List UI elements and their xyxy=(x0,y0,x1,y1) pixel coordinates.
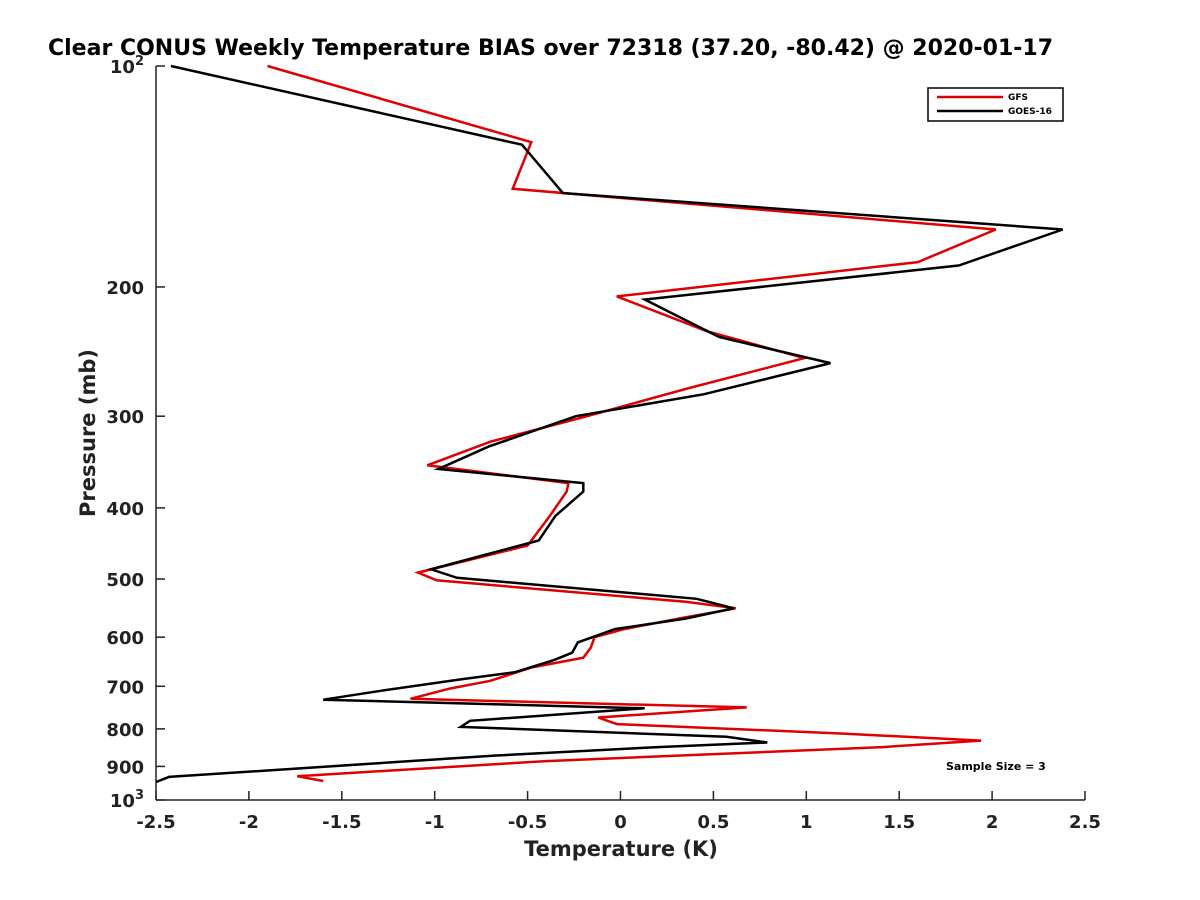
y-tick-label: 103 xyxy=(110,788,144,812)
legend-box xyxy=(927,87,1064,122)
legend: GFS GOES-16 xyxy=(927,87,1064,122)
x-tick-label: 1 xyxy=(800,812,813,833)
y-tick-label: 800 xyxy=(106,720,144,741)
x-tick-label: 2.5 xyxy=(1069,812,1101,833)
y-tick-label: 102 xyxy=(110,54,144,78)
tick-labels: -2.5 -2 -1.5 -1 -0.5 0 0.5 1 1.5 2 2.5 102 200 300 400… xyxy=(106,54,1101,833)
legend-label-goes16: GOES-16 xyxy=(1008,107,1052,117)
series-lines xyxy=(155,64,1064,784)
y-tick-label: 900 xyxy=(106,757,144,778)
y-axis-label: Pressure (mb) xyxy=(76,349,100,517)
x-tick-label: -2.5 xyxy=(136,812,175,833)
y-tick-label: 700 xyxy=(106,677,144,698)
legend-label-gfs: GFS xyxy=(1008,93,1028,103)
x-tick-label: -1.5 xyxy=(322,812,361,833)
x-tick-label: 2 xyxy=(986,812,999,833)
chart-title: Clear CONUS Weekly Temperature BIAS over… xyxy=(48,36,1053,61)
y-tick-label: 300 xyxy=(106,407,144,428)
y-tick-label: 500 xyxy=(106,570,144,591)
x-axis-label: Temperature (K) xyxy=(524,837,718,861)
x-tick-label: -1 xyxy=(425,812,445,833)
series-line-goes-16 xyxy=(155,64,1064,784)
x-tick-label: 1.5 xyxy=(883,812,915,833)
x-tick-label: 0.5 xyxy=(697,812,729,833)
y-tick-label: 400 xyxy=(106,499,144,520)
x-tick-label: 0 xyxy=(614,812,627,833)
y-tick-label: 200 xyxy=(106,278,144,299)
x-tick-label: -0.5 xyxy=(508,812,547,833)
sample-size-annotation: Sample Size = 3 xyxy=(946,760,1046,773)
axes xyxy=(155,65,1086,801)
y-tick-label: 600 xyxy=(106,628,144,649)
x-tick-label: -2 xyxy=(239,812,259,833)
series-line-gfs xyxy=(267,64,997,783)
